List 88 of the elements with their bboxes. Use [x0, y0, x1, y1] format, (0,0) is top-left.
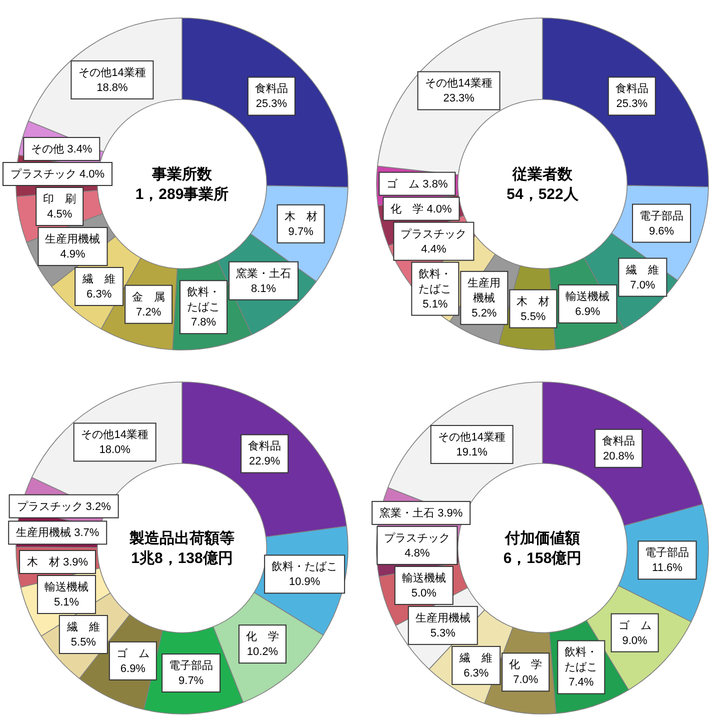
data-label: 6.9%	[575, 306, 600, 318]
data-label: 6.9%	[120, 662, 146, 675]
data-label: 7.8%	[190, 316, 216, 329]
slice-label: 木 材 3.9%	[26, 555, 88, 568]
data-label: 18.0%	[99, 444, 131, 456]
slice-label: 食料品	[254, 82, 288, 96]
slice-label: 生産用機械	[468, 276, 501, 304]
slice-label: 輸送機械	[44, 580, 89, 594]
slice-label: 電子部品	[169, 659, 214, 672]
text: 従業者数	[512, 166, 574, 183]
slice-label: 生産用機械	[415, 611, 470, 624]
data-label: 8.1%	[250, 282, 276, 295]
slice-label: 飲料・たばこ	[272, 560, 338, 574]
data-label: 25.3%	[256, 98, 288, 110]
data-label: 4.5%	[47, 208, 72, 220]
slice-label: 化 学	[246, 631, 279, 644]
slice-label: 飲料・たばこ	[564, 646, 598, 674]
data-label: 5.5%	[520, 310, 546, 323]
data-label: 9.7%	[178, 675, 204, 688]
data-label: 4.4%	[421, 243, 446, 256]
data-label: 7.0%	[513, 674, 538, 686]
data-label: 10.9%	[288, 576, 320, 588]
slice-label: その他14業種	[81, 429, 148, 442]
slice-label: 窯業・土石 3.9%	[380, 506, 463, 520]
data-label: 9.7%	[288, 226, 314, 238]
slice-label: 生産用機械 3.7%	[16, 526, 100, 540]
data-label: 6.3%	[86, 288, 112, 300]
slice-label: プラスチック 4.0%	[10, 167, 105, 180]
text: 1兆8，138億円	[131, 550, 233, 567]
slice-label: 化 学	[509, 659, 542, 672]
data-label: 5.1%	[422, 298, 448, 310]
slice-label: 印 刷	[43, 192, 76, 206]
slice-label: 木 材	[284, 210, 318, 223]
data-label: 10.2%	[246, 646, 278, 658]
text: 製造品出荷額等	[128, 530, 234, 547]
data-label: 5.3%	[430, 627, 456, 640]
data-label: 4.8%	[404, 547, 430, 560]
slice-label: 飲料・たばこ	[187, 286, 220, 314]
data-label: 5.0%	[411, 587, 437, 600]
data-label: 11.6%	[652, 562, 683, 574]
data-label: 9.0%	[622, 634, 648, 647]
slice-label: その他 3.4%	[31, 143, 92, 156]
data-label: 5.1%	[54, 596, 80, 608]
data-label: 23.3%	[443, 92, 475, 105]
data-label: 4.9%	[60, 248, 86, 260]
slice-label: 電子部品	[640, 209, 684, 222]
data-label: 5.2%	[472, 307, 497, 320]
slice-label: 繊 維	[82, 272, 116, 286]
slice-label: その他14業種	[438, 431, 506, 444]
slice-label: プラスチック	[400, 227, 467, 240]
data-label: 20.8%	[602, 450, 634, 462]
text: 1，289事業所	[135, 186, 229, 203]
data-label: 19.1%	[456, 446, 488, 458]
slice-label: その他14業種	[425, 78, 492, 90]
data-label: 9.6%	[648, 225, 674, 238]
slice-label: ゴ ム	[618, 620, 652, 632]
slice-label: 繊 維	[458, 651, 493, 664]
data-label: 7.2%	[136, 306, 162, 318]
slice-label: 輸送機械	[566, 290, 610, 303]
data-label: 7.4%	[568, 676, 594, 689]
text: 6，158億円	[503, 550, 582, 567]
slice-label: 繊 維	[625, 263, 660, 276]
data-label: 18.8%	[96, 82, 128, 94]
slice-label: 窯業・土石	[236, 266, 292, 280]
slice-label: 繊 維	[66, 620, 100, 634]
data-label: 22.9%	[248, 456, 280, 468]
slice-label: 食料品	[602, 434, 636, 448]
slice-label: 食料品	[248, 440, 282, 453]
slice-label: 木 材	[516, 294, 550, 308]
slice-label: プラスチック 3.2%	[16, 500, 112, 513]
slice-label: 輸送機械	[402, 571, 446, 584]
slice-label: ゴ ム 3.8%	[386, 178, 448, 190]
text: 54，522人	[506, 186, 580, 203]
slice-label: 化 学 4.0%	[390, 203, 452, 216]
slice-label: その他14業種	[78, 66, 146, 79]
slice-label: 電子部品	[645, 546, 690, 560]
slice-label: 飲料・たばこ	[418, 267, 452, 296]
slice-label: ゴ ム	[116, 648, 150, 660]
text: 付加価値額	[504, 530, 580, 547]
text: 事業所数	[151, 166, 213, 183]
slice-label: 食料品	[615, 82, 648, 96]
slice-label: 金 属	[132, 291, 166, 304]
data-label: 5.5%	[70, 636, 96, 648]
data-label: 7.0%	[630, 279, 656, 292]
slice-label: 生産用機械	[45, 232, 100, 246]
data-label: 25.3%	[616, 98, 648, 110]
data-label: 6.3%	[464, 667, 489, 680]
slice-label: プラスチック	[384, 531, 450, 544]
